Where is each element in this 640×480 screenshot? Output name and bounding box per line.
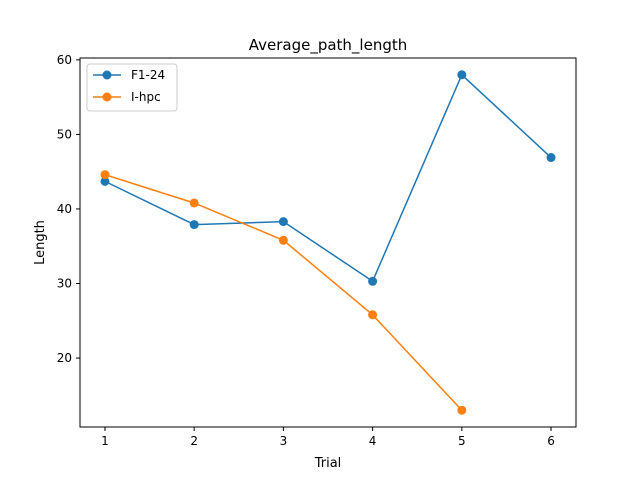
data-point-i-hpc — [189, 198, 199, 208]
legend-marker-i-hpc — [102, 92, 112, 102]
data-point-f1-24 — [100, 176, 110, 186]
data-point-f1-24 — [457, 70, 467, 80]
x-tick-label: 4 — [369, 434, 377, 448]
y-tick-label: 60 — [57, 53, 72, 67]
series-line-f1-24 — [104, 73, 552, 283]
y-tick-label: 20 — [57, 351, 72, 365]
y-tick-label: 40 — [57, 202, 72, 216]
x-tick-label: 2 — [190, 434, 198, 448]
legend-marker-f1-24 — [102, 70, 112, 80]
data-point-i-hpc — [100, 170, 110, 180]
data-point-i-hpc — [368, 310, 378, 320]
chart-title: Average_path_length — [249, 36, 408, 55]
data-point-f1-24 — [546, 153, 556, 163]
data-point-i-hpc — [457, 405, 467, 415]
data-point-f1-24 — [368, 276, 378, 286]
plot-area-frame — [79, 57, 577, 428]
data-point-f1-24 — [278, 217, 288, 227]
y-axis-label: Length — [33, 220, 48, 265]
data-point-i-hpc — [278, 235, 288, 245]
x-tick-label: 3 — [280, 434, 288, 448]
x-tick-label: 5 — [458, 434, 466, 448]
legend: F1-24 I-hpc — [86, 63, 178, 112]
series-markers — [100, 70, 556, 415]
x-axis-label: Trial — [314, 456, 342, 471]
axis-ticks: 1 2 3 4 5 6 20 30 40 50 60 — [57, 53, 555, 448]
data-point-f1-24 — [189, 220, 199, 230]
y-tick-label: 50 — [57, 127, 72, 141]
legend-label-f1-24: F1-24 — [131, 68, 165, 82]
legend-label-i-hpc: I-hpc — [131, 90, 161, 104]
x-tick-label: 6 — [547, 434, 555, 448]
x-tick-label: 1 — [101, 434, 109, 448]
y-tick-label: 30 — [57, 277, 72, 291]
